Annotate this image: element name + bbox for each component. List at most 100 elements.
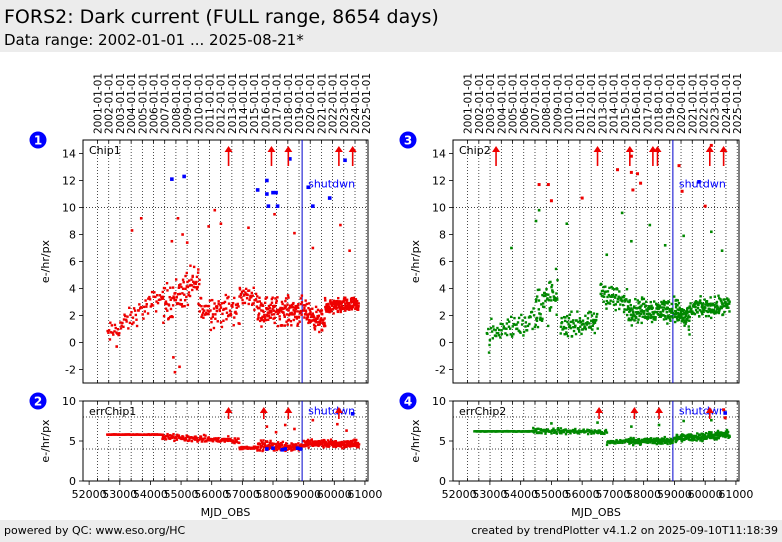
data-point bbox=[194, 282, 197, 285]
data-point bbox=[524, 325, 527, 328]
data-point bbox=[164, 300, 168, 303]
highlight-point bbox=[275, 204, 280, 208]
data-point bbox=[493, 430, 497, 433]
data-point bbox=[512, 322, 516, 326]
data-point bbox=[713, 438, 716, 441]
data-point bbox=[258, 300, 261, 303]
data-point bbox=[586, 428, 589, 431]
data-point bbox=[616, 300, 620, 303]
data-point bbox=[227, 314, 231, 317]
data-point bbox=[321, 329, 324, 332]
data-point bbox=[335, 306, 338, 310]
data-point bbox=[585, 323, 589, 326]
data-point bbox=[640, 321, 643, 325]
data-point bbox=[581, 328, 584, 331]
data-point bbox=[717, 297, 721, 300]
data-point bbox=[665, 311, 669, 314]
data-point bbox=[326, 439, 330, 442]
data-point bbox=[171, 286, 175, 289]
data-point bbox=[631, 308, 634, 311]
data-point bbox=[351, 439, 355, 442]
data-point bbox=[277, 445, 281, 448]
data-point bbox=[526, 324, 530, 328]
data-point bbox=[141, 313, 144, 316]
data-point bbox=[278, 315, 281, 318]
data-point bbox=[186, 285, 190, 289]
data-point bbox=[336, 310, 340, 314]
data-point bbox=[699, 295, 702, 298]
data-point bbox=[182, 435, 185, 439]
date-tick-label: 2012-01-01 bbox=[216, 73, 228, 134]
data-point bbox=[645, 437, 649, 441]
data-point bbox=[721, 302, 724, 305]
data-point bbox=[645, 441, 648, 444]
data-point bbox=[279, 444, 282, 448]
data-point bbox=[718, 434, 722, 438]
data-point bbox=[577, 320, 580, 324]
data-point bbox=[112, 333, 115, 336]
data-point bbox=[592, 322, 595, 325]
data-point bbox=[194, 286, 197, 289]
data-point bbox=[355, 299, 359, 303]
data-point bbox=[307, 446, 310, 449]
data-point bbox=[131, 316, 135, 319]
x-tick-label: 55000 bbox=[534, 488, 569, 501]
data-point bbox=[196, 271, 200, 274]
data-point bbox=[584, 327, 587, 331]
data-point bbox=[567, 323, 570, 326]
data-point bbox=[694, 308, 698, 312]
y-tick-label: 8 bbox=[69, 229, 76, 242]
data-point bbox=[692, 305, 696, 308]
data-point bbox=[673, 315, 677, 319]
data-point bbox=[204, 434, 207, 437]
data-point bbox=[221, 312, 224, 316]
data-point bbox=[607, 301, 610, 305]
data-point bbox=[553, 431, 556, 434]
data-point bbox=[488, 338, 492, 342]
data-point bbox=[565, 331, 568, 334]
data-point bbox=[195, 287, 199, 291]
data-point bbox=[202, 309, 206, 312]
data-point bbox=[614, 293, 618, 297]
data-point bbox=[550, 285, 553, 289]
data-point bbox=[610, 440, 613, 443]
y-tick-label: 5 bbox=[69, 435, 76, 448]
panel-chip1: -2 0 2 4 6 8 10 12 14 e-/hr/px shutdwn Chip1 1 2001-0… bbox=[29, 73, 373, 384]
data-point bbox=[592, 312, 596, 315]
data-point bbox=[215, 306, 219, 310]
flagged-point bbox=[703, 204, 707, 208]
data-point bbox=[300, 301, 304, 304]
flagged-point bbox=[549, 199, 553, 203]
data-point bbox=[663, 303, 666, 306]
data-point bbox=[299, 302, 303, 306]
data-point bbox=[231, 303, 234, 307]
data-point bbox=[146, 312, 150, 315]
outlier-point bbox=[311, 418, 315, 422]
data-point bbox=[235, 306, 238, 309]
data-point bbox=[184, 436, 188, 440]
data-point bbox=[723, 304, 726, 307]
data-point bbox=[678, 437, 681, 440]
data-point bbox=[214, 313, 217, 316]
data-point bbox=[587, 311, 590, 315]
data-point bbox=[270, 297, 274, 301]
data-point bbox=[622, 439, 626, 442]
data-point bbox=[261, 315, 264, 318]
data-point bbox=[564, 316, 567, 319]
data-point bbox=[671, 439, 675, 442]
data-point bbox=[258, 319, 262, 323]
data-point bbox=[200, 315, 203, 319]
data-point bbox=[552, 428, 555, 432]
data-point bbox=[660, 440, 663, 444]
date-tick-label: 2016-01-01 bbox=[260, 73, 272, 134]
data-point bbox=[334, 445, 338, 449]
data-point bbox=[209, 437, 212, 441]
data-point bbox=[592, 318, 595, 322]
data-point bbox=[674, 310, 678, 314]
data-point bbox=[540, 431, 543, 435]
data-point bbox=[535, 316, 539, 320]
data-point bbox=[283, 313, 286, 317]
data-point bbox=[322, 446, 325, 449]
offscale-arrow-head bbox=[719, 146, 728, 152]
data-point bbox=[643, 315, 647, 318]
